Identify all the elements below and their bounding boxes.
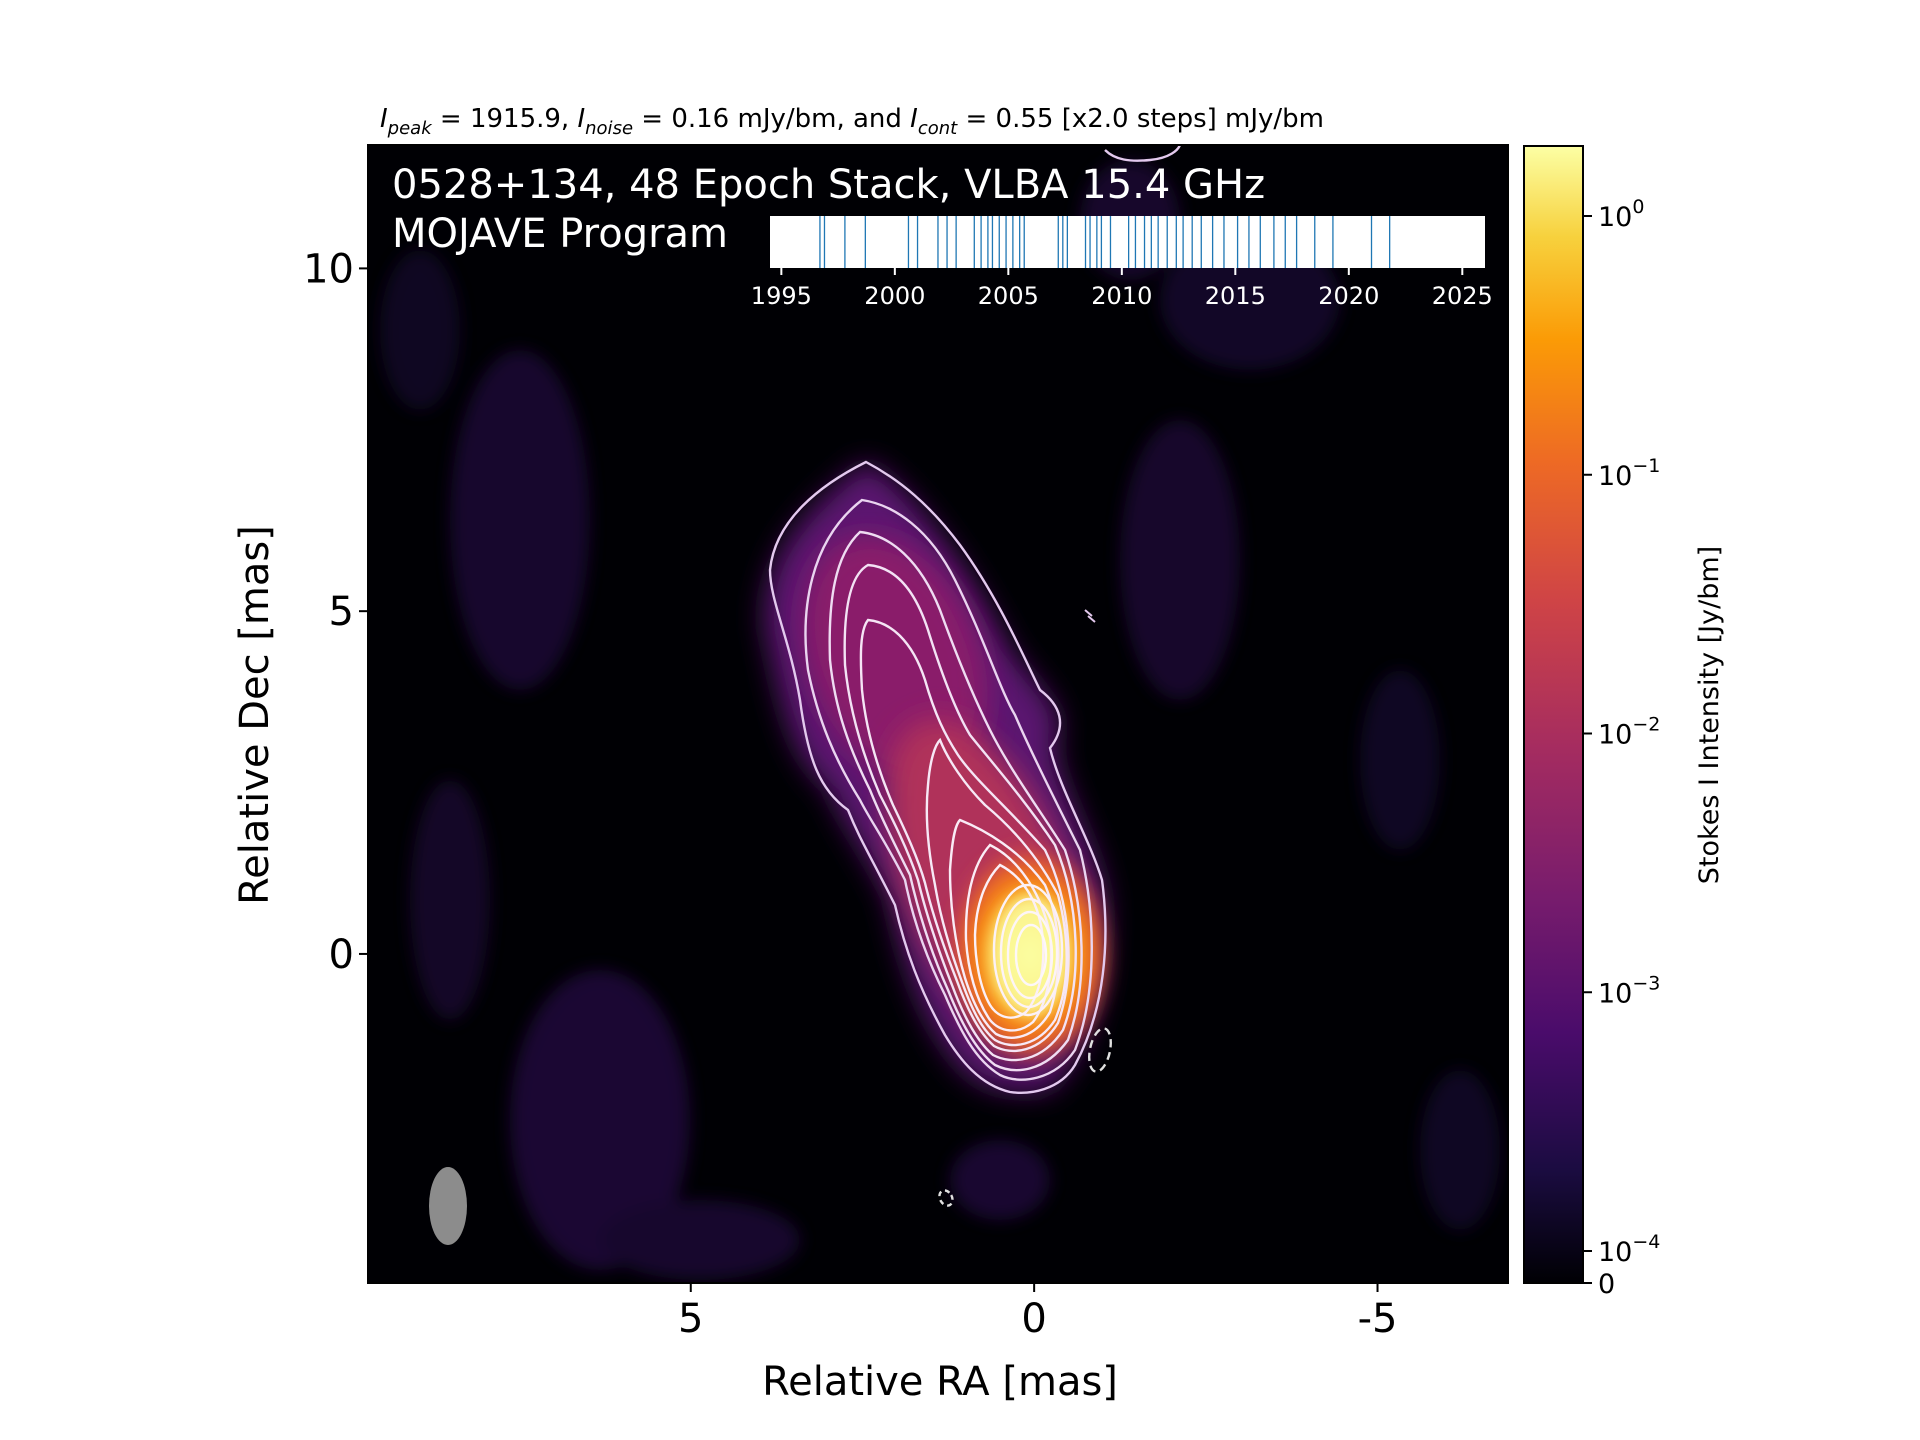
colorbar-label: Stokes I Intensity [Jy/bm] (1694, 546, 1725, 884)
colorbar-tick-label: 10−1 (1598, 455, 1660, 492)
stats-line: Ipeak = 1915.9, Inoise = 0.16 mJy/bm, an… (380, 104, 1324, 139)
colorbar-tick-base: 10 (1598, 978, 1632, 1009)
colorbar-tick-exponent: −2 (1632, 714, 1660, 736)
y-axis-label: Relative Dec [mas] (232, 525, 278, 905)
epoch-axis-label: 1995 (751, 282, 812, 310)
panel-title-line2: MOJAVE Program (392, 211, 728, 257)
colorbar-tick-exponent: −3 (1632, 972, 1660, 994)
image-frame (367, 144, 1509, 1284)
epoch-axis: 1995 2000 2005 2010 2015 2020 2025 (751, 268, 1493, 310)
y-tick-label: 0 (329, 932, 354, 978)
beam-ellipse (429, 1167, 467, 1245)
colorbar-tick-base: 10 (1598, 202, 1632, 233)
image-panel (368, 145, 1508, 1283)
contours (768, 145, 1182, 1207)
epoch-axis-label: 2025 (1432, 282, 1493, 310)
epoch-axis-label: 2010 (1091, 282, 1152, 310)
colorbar-gradient (1523, 145, 1584, 1284)
x-tick-label: -5 (1358, 1296, 1398, 1342)
x-axis-label: Relative RA [mas] (762, 1359, 1118, 1405)
y-tick-label: 10 (303, 246, 354, 292)
colorbar-tick-base: 10 (1598, 1237, 1632, 1268)
y-tick-label: 5 (329, 589, 354, 635)
colorbar-tick-base: 10 (1598, 720, 1632, 751)
colorbar-tick-base: 10 (1598, 461, 1632, 492)
epoch-axis-label: 2020 (1318, 282, 1379, 310)
colorbar-tick-label: 0 (1598, 1269, 1615, 1300)
colorbar-tick-exponent: −1 (1632, 455, 1660, 477)
colorbar-tick-label: 10−3 (1598, 972, 1660, 1009)
epoch-axis-label: 2015 (1205, 282, 1266, 310)
main-axes: 5 0 -5 10 5 0 (303, 246, 1397, 1342)
epoch-timeline: 1995 2000 2005 2010 2015 2020 2025 (751, 216, 1493, 310)
x-tick-label: 0 (1021, 1296, 1046, 1342)
epoch-axis-label: 2000 (864, 282, 925, 310)
epoch-axis-label: 2005 (978, 282, 1039, 310)
colorbar-tick-label: 100 (1598, 196, 1644, 233)
colorbar-tick-exponent: 0 (1632, 196, 1644, 218)
epoch-tick-marks (819, 216, 1391, 268)
colorbar-tick-label: 10−2 (1598, 714, 1660, 751)
colorbar-tick-exponent: −4 (1632, 1231, 1660, 1253)
epoch-timeline-box (770, 216, 1485, 268)
panel-title-line1: 0528+134, 48 Epoch Stack, VLBA 15.4 GHz (392, 162, 1265, 208)
x-tick-label: 5 (678, 1296, 703, 1342)
colorbar-tick-label: 10−4 (1598, 1231, 1660, 1268)
colorbar-tick-base: 0 (1598, 1269, 1615, 1300)
